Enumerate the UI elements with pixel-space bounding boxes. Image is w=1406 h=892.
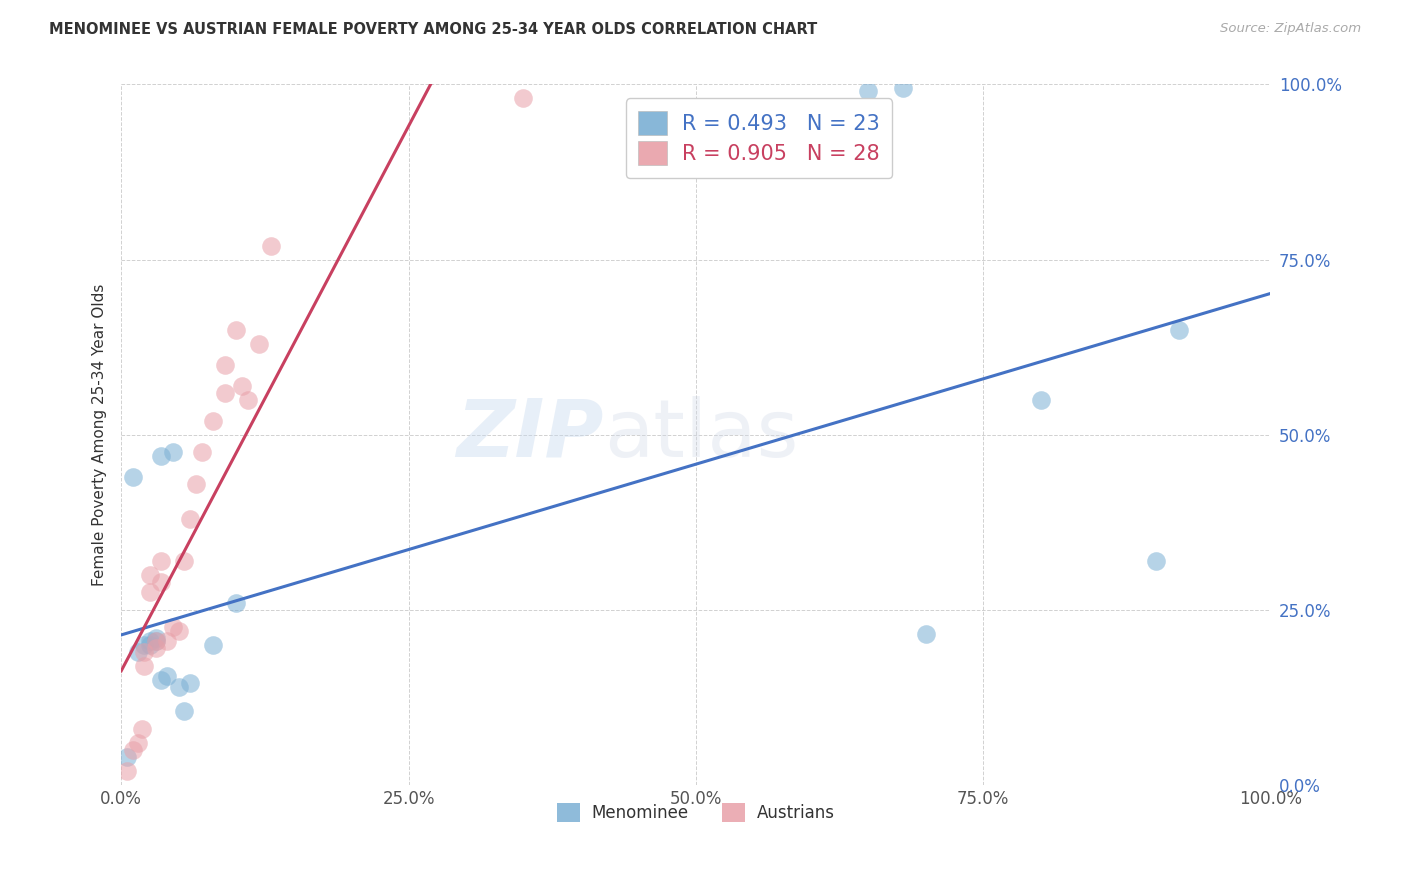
Point bbox=[858, 85, 880, 99]
Point bbox=[259, 238, 281, 252]
Point bbox=[1144, 554, 1167, 568]
Point bbox=[162, 620, 184, 634]
Point bbox=[202, 638, 225, 652]
Point bbox=[1029, 392, 1052, 407]
Point bbox=[202, 414, 225, 428]
Point bbox=[139, 634, 162, 648]
Point bbox=[1167, 322, 1189, 336]
Point bbox=[139, 638, 162, 652]
Point bbox=[162, 445, 184, 459]
Point bbox=[145, 641, 167, 656]
Point bbox=[190, 445, 212, 459]
Point bbox=[139, 567, 162, 582]
Point bbox=[512, 91, 534, 105]
Point bbox=[150, 574, 173, 589]
Point bbox=[184, 476, 207, 491]
Legend: Menominee, Austrians: Menominee, Austrians bbox=[550, 797, 842, 829]
Point bbox=[214, 358, 236, 372]
Point bbox=[121, 469, 143, 483]
Point bbox=[156, 634, 179, 648]
Point bbox=[225, 322, 247, 336]
Point bbox=[179, 676, 201, 690]
Point bbox=[150, 449, 173, 463]
Point bbox=[134, 658, 156, 673]
Point bbox=[127, 645, 149, 659]
Point bbox=[225, 596, 247, 610]
Point bbox=[179, 511, 201, 525]
Text: MENOMINEE VS AUSTRIAN FEMALE POVERTY AMONG 25-34 YEAR OLDS CORRELATION CHART: MENOMINEE VS AUSTRIAN FEMALE POVERTY AMO… bbox=[49, 22, 817, 37]
Point bbox=[127, 736, 149, 750]
Point bbox=[891, 81, 914, 95]
Point bbox=[139, 585, 162, 599]
Point bbox=[167, 624, 190, 638]
Point bbox=[150, 554, 173, 568]
Point bbox=[115, 764, 138, 778]
Point bbox=[247, 336, 270, 351]
Text: Source: ZipAtlas.com: Source: ZipAtlas.com bbox=[1220, 22, 1361, 36]
Point bbox=[145, 634, 167, 648]
Point bbox=[131, 722, 153, 736]
Text: atlas: atlas bbox=[605, 395, 799, 474]
Point bbox=[145, 634, 167, 648]
Y-axis label: Female Poverty Among 25-34 Year Olds: Female Poverty Among 25-34 Year Olds bbox=[93, 284, 107, 586]
Point bbox=[914, 627, 936, 641]
Point bbox=[121, 743, 143, 757]
Point bbox=[236, 392, 259, 407]
Point bbox=[156, 669, 179, 683]
Point bbox=[145, 631, 167, 645]
Point bbox=[134, 645, 156, 659]
Point bbox=[173, 554, 195, 568]
Point bbox=[231, 378, 253, 392]
Point bbox=[134, 638, 156, 652]
Point bbox=[167, 680, 190, 694]
Point bbox=[173, 704, 195, 718]
Point bbox=[150, 673, 173, 687]
Text: ZIP: ZIP bbox=[457, 395, 605, 474]
Point bbox=[115, 749, 138, 764]
Point bbox=[214, 385, 236, 400]
